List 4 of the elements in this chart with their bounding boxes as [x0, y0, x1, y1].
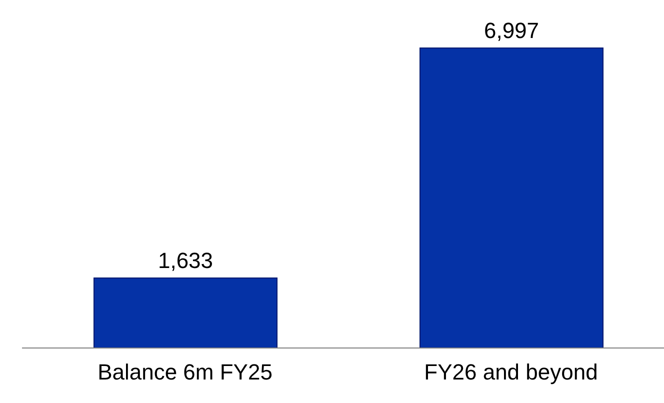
- data-label: 6,997: [484, 18, 540, 43]
- x-tick-label: Balance 6m FY25: [98, 360, 272, 385]
- data-label: 1,633: [158, 248, 214, 273]
- x-tick-label: FY26 and beyond: [424, 360, 598, 385]
